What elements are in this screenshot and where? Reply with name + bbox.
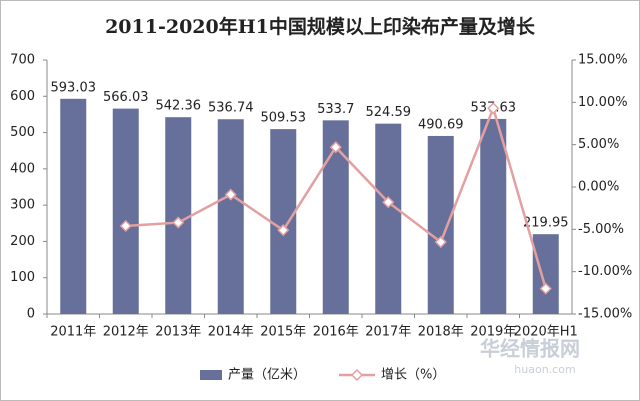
x-tick-label: 2018年 bbox=[418, 325, 464, 340]
line-marker bbox=[329, 141, 342, 154]
line-marker bbox=[224, 188, 237, 201]
data-label: 566.03 bbox=[103, 90, 149, 105]
legend-swatch bbox=[200, 370, 222, 380]
line-marker bbox=[487, 102, 500, 115]
y2-tick-label: -5.00% bbox=[578, 222, 624, 237]
y-tick-label: 100 bbox=[10, 270, 35, 285]
watermark: 华经情报网 bbox=[480, 337, 580, 361]
data-label: 219.95 bbox=[523, 216, 569, 231]
data-label: 533.7 bbox=[317, 102, 354, 117]
y2-tick-label: 5.00% bbox=[578, 137, 619, 152]
chart-title: 2011-2020年H1中国规模以上印染布产量及增长 bbox=[105, 15, 536, 38]
x-tick-label: 2014年 bbox=[208, 325, 254, 340]
line-marker bbox=[539, 282, 552, 295]
line-marker bbox=[172, 216, 185, 229]
y2-tick-label: 10.00% bbox=[578, 95, 628, 110]
y-tick-label: 600 bbox=[10, 89, 35, 104]
x-tick-label: 2020年H1 bbox=[514, 325, 578, 340]
y2-tick-label: -10.00% bbox=[578, 264, 632, 279]
y-tick-label: 700 bbox=[10, 53, 35, 68]
x-tick-label: 2013年 bbox=[155, 325, 201, 340]
data-label: 524.59 bbox=[366, 105, 412, 120]
x-tick-label: 2011年 bbox=[50, 325, 96, 340]
bar bbox=[480, 118, 507, 314]
y-tick-label: 0 bbox=[27, 307, 35, 322]
data-label: 593.03 bbox=[51, 80, 97, 95]
y2-tick-label: -15.00% bbox=[578, 307, 632, 322]
legend-label: 增长（%） bbox=[381, 368, 445, 383]
data-label: 509.53 bbox=[261, 111, 307, 126]
data-label: 536.74 bbox=[208, 101, 254, 116]
x-tick-label: 2017年 bbox=[365, 325, 411, 340]
y-tick-label: 200 bbox=[10, 234, 35, 249]
data-label: 490.69 bbox=[418, 117, 464, 132]
y2-tick-label: 15.00% bbox=[578, 53, 628, 68]
legend-swatch bbox=[350, 368, 364, 382]
x-tick-label: 2015年 bbox=[260, 325, 306, 340]
y-tick-label: 400 bbox=[10, 161, 35, 176]
bar bbox=[60, 98, 87, 315]
x-tick-label: 2019年 bbox=[470, 325, 516, 340]
bar bbox=[375, 123, 402, 314]
bar bbox=[427, 135, 454, 314]
data-label: 542.36 bbox=[156, 99, 202, 114]
line-marker bbox=[382, 196, 395, 209]
bar bbox=[532, 234, 559, 314]
legend-label: 产量（亿米） bbox=[228, 368, 306, 383]
line-marker bbox=[434, 235, 447, 249]
y2-tick-label: 0.00% bbox=[578, 180, 619, 195]
y-tick-label: 300 bbox=[10, 198, 35, 213]
bar bbox=[217, 119, 244, 315]
y-tick-label: 500 bbox=[10, 125, 35, 140]
watermark: huaon.com bbox=[514, 363, 575, 376]
x-tick-label: 2016年 bbox=[313, 325, 359, 340]
line-marker bbox=[277, 224, 290, 237]
bar bbox=[165, 117, 192, 314]
x-tick-label: 2012年 bbox=[103, 325, 149, 340]
line-marker bbox=[119, 219, 132, 233]
bar bbox=[112, 108, 139, 314]
bar bbox=[270, 129, 297, 314]
